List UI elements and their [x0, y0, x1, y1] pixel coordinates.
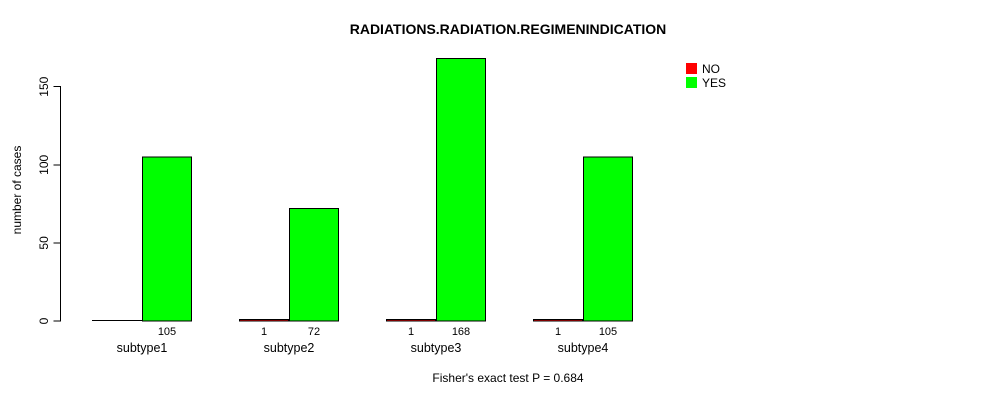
- bar-yes-subtype4: [583, 156, 633, 322]
- y-axis-tick-label: 50: [37, 236, 51, 250]
- bar-value-label-yes-subtype3: 168: [452, 326, 470, 338]
- bar-value-label-yes-subtype1: 105: [158, 326, 176, 338]
- bar-no-subtype3: [386, 318, 436, 322]
- plot-area: 0 50 100 150 105 subtype1 1 72 subtype2 1 168 subty…: [37, 58, 633, 355]
- x-axis-category-label-subtype4: subtype4: [558, 341, 609, 355]
- y-axis-label: number of cases: [10, 146, 24, 235]
- bar-value-label-no-subtype2: 1: [261, 326, 267, 338]
- bar-yes-subtype2: [289, 208, 339, 322]
- x-axis-category-label-subtype2: subtype2: [264, 341, 315, 355]
- legend-label-yes: YES: [702, 76, 726, 90]
- bar-no-subtype4: [533, 318, 583, 322]
- bar-value-label-no-subtype3: 1: [408, 326, 414, 338]
- bar-no-subtype2: [239, 318, 289, 322]
- x-axis-category-label-subtype3: subtype3: [411, 341, 462, 355]
- x-axis-category-label-subtype1: subtype1: [117, 341, 168, 355]
- legend-swatch-no: [686, 63, 697, 74]
- bar-value-label-yes-subtype2: 72: [308, 326, 320, 338]
- y-axis-tick-label: 0: [37, 317, 51, 324]
- bar-value-label-no-subtype4: 1: [555, 326, 561, 338]
- y-axis-tick-label: 100: [37, 154, 51, 174]
- chart-title: RADIATIONS.RADIATION.REGIMENINDICATION: [350, 21, 667, 37]
- legend-label-no: NO: [702, 62, 720, 76]
- bar-value-label-yes-subtype4: 105: [599, 326, 617, 338]
- legend-swatch-yes: [686, 77, 697, 88]
- y-axis-tick-label: 150: [37, 76, 51, 96]
- legend: NO YES: [686, 62, 726, 90]
- bar-yes-subtype1: [142, 156, 192, 322]
- caption: Fisher's exact test P = 0.684: [432, 371, 583, 385]
- bar-yes-subtype3: [436, 58, 486, 322]
